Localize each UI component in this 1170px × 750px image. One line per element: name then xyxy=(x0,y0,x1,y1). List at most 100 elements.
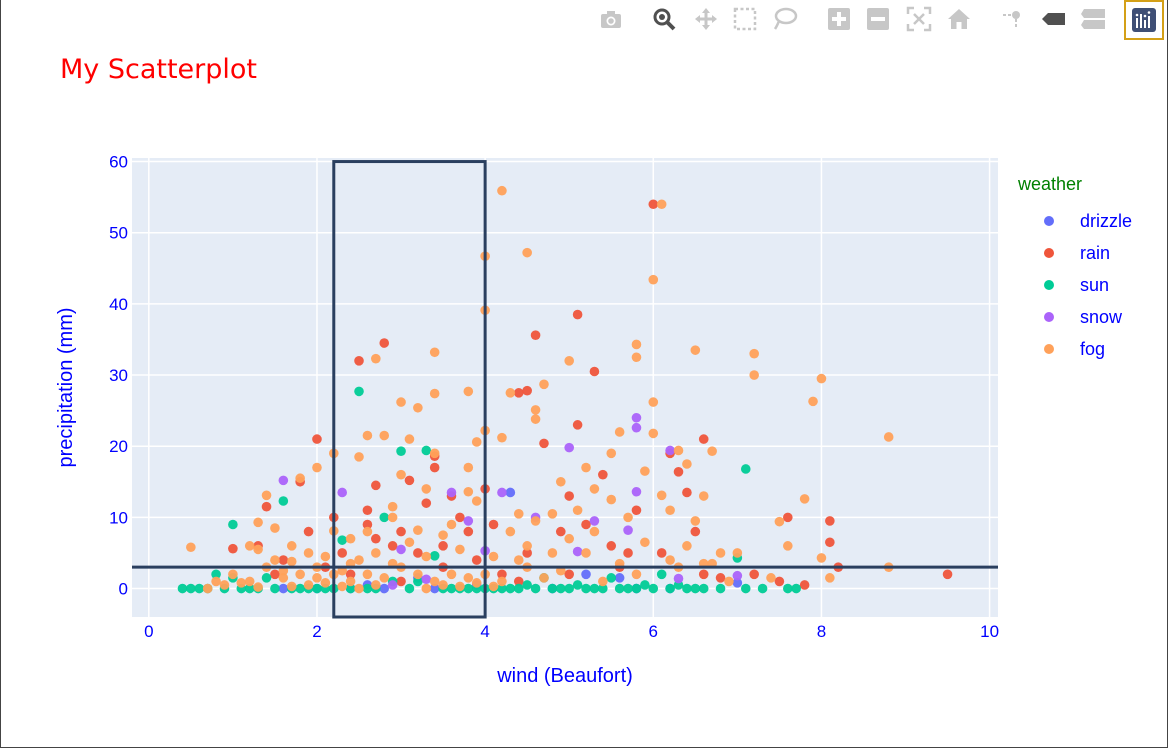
data-point[interactable] xyxy=(463,486,474,497)
data-point[interactable] xyxy=(446,519,457,530)
data-point[interactable] xyxy=(278,496,289,506)
data-point[interactable] xyxy=(698,569,709,580)
data-point[interactable] xyxy=(589,516,600,526)
data-point[interactable] xyxy=(799,494,810,504)
data-point[interactable] xyxy=(261,501,272,512)
data-point[interactable] xyxy=(413,525,423,535)
data-point[interactable] xyxy=(345,583,356,594)
data-point[interactable] xyxy=(219,580,230,590)
data-point[interactable] xyxy=(598,583,608,594)
data-point[interactable] xyxy=(816,373,827,384)
box-select-icon[interactable] xyxy=(730,4,760,34)
reset-axes-icon[interactable] xyxy=(944,4,974,34)
data-point[interactable] xyxy=(698,491,709,501)
data-point[interactable] xyxy=(371,548,381,558)
data-point[interactable] xyxy=(337,581,347,592)
data-point[interactable] xyxy=(513,583,524,594)
data-point[interactable] xyxy=(387,501,398,512)
data-point[interactable] xyxy=(455,512,465,523)
data-point[interactable] xyxy=(236,578,247,588)
data-point[interactable] xyxy=(354,386,364,397)
data-point[interactable] xyxy=(564,442,575,453)
data-point[interactable] xyxy=(497,432,507,443)
data-point[interactable] xyxy=(228,569,238,580)
data-point[interactable] xyxy=(648,428,659,439)
data-point[interactable] xyxy=(413,548,423,558)
data-point[interactable] xyxy=(816,553,827,563)
data-point[interactable] xyxy=(665,445,675,456)
data-point[interactable] xyxy=(732,570,743,581)
data-point[interactable] xyxy=(345,576,356,587)
data-point[interactable] xyxy=(598,576,608,587)
data-point[interactable] xyxy=(665,583,675,594)
data-point[interactable] xyxy=(581,583,591,594)
data-point[interactable] xyxy=(463,386,474,397)
data-point[interactable] xyxy=(505,526,516,537)
data-point[interactable] xyxy=(379,583,390,594)
data-point[interactable] xyxy=(261,573,272,583)
data-point[interactable] xyxy=(665,555,675,565)
data-point[interactable] xyxy=(387,512,398,523)
data-point[interactable] xyxy=(471,496,482,506)
data-point[interactable] xyxy=(631,569,642,580)
data-point[interactable] xyxy=(421,574,432,585)
data-point[interactable] xyxy=(606,541,617,551)
data-point[interactable] xyxy=(371,353,381,364)
data-point[interactable] xyxy=(194,583,205,594)
legend-item-sun[interactable]: sun xyxy=(1018,269,1158,301)
data-point[interactable] xyxy=(312,462,322,473)
data-point[interactable] xyxy=(673,573,684,584)
data-point[interactable] xyxy=(715,583,726,594)
data-point[interactable] xyxy=(379,512,390,523)
data-point[interactable] xyxy=(740,583,751,594)
data-point[interactable] xyxy=(253,544,263,555)
data-point[interactable] xyxy=(387,580,398,590)
data-point[interactable] xyxy=(228,543,238,554)
data-point[interactable] xyxy=(564,533,575,544)
data-point[interactable] xyxy=(606,448,617,459)
data-point[interactable] xyxy=(404,583,415,594)
data-point[interactable] xyxy=(270,555,280,565)
data-point[interactable] xyxy=(732,548,743,558)
data-point[interactable] xyxy=(682,487,692,498)
data-point[interactable] xyxy=(396,446,406,456)
data-point[interactable] xyxy=(463,583,474,594)
data-point[interactable] xyxy=(774,576,785,587)
data-point[interactable] xyxy=(665,505,675,516)
data-point[interactable] xyxy=(362,505,373,516)
data-point[interactable] xyxy=(589,583,600,594)
data-point[interactable] xyxy=(497,185,507,196)
data-point[interactable] xyxy=(244,583,255,594)
data-point[interactable] xyxy=(749,569,759,580)
data-point[interactable] xyxy=(354,555,364,565)
data-point[interactable] xyxy=(572,546,583,557)
data-point[interactable] xyxy=(362,519,373,530)
data-point[interactable] xyxy=(371,480,381,491)
data-point[interactable] xyxy=(278,475,289,486)
data-point[interactable] xyxy=(429,462,440,473)
data-point[interactable] xyxy=(572,309,583,320)
data-point[interactable] xyxy=(631,412,642,423)
data-point[interactable] xyxy=(522,247,532,258)
lasso-select-icon[interactable] xyxy=(770,4,800,34)
data-point[interactable] xyxy=(186,583,196,594)
data-point[interactable] xyxy=(244,576,255,587)
data-point[interactable] xyxy=(656,199,667,210)
data-point[interactable] xyxy=(572,420,583,430)
data-point[interactable] xyxy=(404,475,415,486)
data-point[interactable] xyxy=(614,573,625,583)
data-point[interactable] xyxy=(270,523,280,533)
data-point[interactable] xyxy=(455,544,465,555)
data-point[interactable] xyxy=(656,490,667,501)
data-point[interactable] xyxy=(690,516,701,526)
data-point[interactable] xyxy=(320,578,331,588)
data-point[interactable] xyxy=(438,541,448,551)
data-point[interactable] xyxy=(429,551,440,561)
data-point[interactable] xyxy=(623,525,633,535)
data-point[interactable] xyxy=(682,541,692,551)
data-point[interactable] xyxy=(337,548,347,558)
data-point[interactable] xyxy=(757,583,768,594)
data-point[interactable] xyxy=(295,569,305,580)
data-point[interactable] xyxy=(505,487,516,498)
data-point[interactable] xyxy=(749,348,759,359)
